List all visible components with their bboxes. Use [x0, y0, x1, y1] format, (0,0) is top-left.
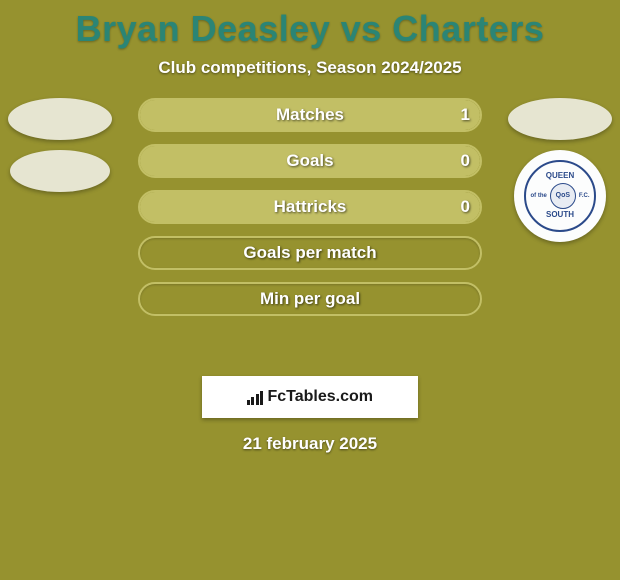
date-label: 21 february 2025 — [0, 434, 620, 454]
stat-label: Hattricks — [274, 197, 347, 217]
club-badge-center: QoS — [550, 183, 576, 209]
stat-label: Goals per match — [243, 243, 376, 263]
stat-row: Matches 1 — [138, 98, 482, 132]
stat-row: Min per goal — [138, 282, 482, 316]
player-right-column: QUEEN of the QoS F.C. SOUTH — [500, 98, 620, 242]
stat-label: Min per goal — [260, 289, 360, 309]
stat-value-right: 1 — [461, 105, 470, 125]
stat-label: Goals — [286, 151, 333, 171]
player-left-club-badge — [10, 150, 110, 192]
stat-value-right: 0 — [461, 151, 470, 171]
bars-icon — [247, 389, 264, 405]
source-badge: FcTables.com — [202, 376, 418, 418]
subtitle: Club competitions, Season 2024/2025 — [0, 58, 620, 78]
club-badge-ring: QUEEN of the QoS F.C. SOUTH — [524, 160, 596, 232]
comparison-panel: QUEEN of the QoS F.C. SOUTH Matches 1 Goal… — [0, 98, 620, 358]
page-title: Bryan Deasley vs Charters — [0, 0, 620, 50]
player-left-column — [0, 98, 120, 192]
player-right-avatar — [508, 98, 612, 140]
club-text-left: of the — [530, 193, 546, 200]
player-left-avatar — [8, 98, 112, 140]
stat-value-right: 0 — [461, 197, 470, 217]
club-text-right: F.C. — [579, 193, 590, 200]
stat-row: Hattricks 0 — [138, 190, 482, 224]
stat-bars: Matches 1 Goals 0 Hattricks 0 Goals per match M… — [138, 98, 482, 328]
club-text-bottom: SOUTH — [546, 211, 574, 220]
source-badge-text: FcTables.com — [247, 388, 373, 406]
stat-row: Goals 0 — [138, 144, 482, 178]
stat-label: Matches — [276, 105, 344, 125]
club-text-top: QUEEN — [546, 172, 574, 181]
source-label: FcTables.com — [267, 388, 373, 406]
stat-row: Goals per match — [138, 236, 482, 270]
player-right-club-badge: QUEEN of the QoS F.C. SOUTH — [514, 150, 606, 242]
